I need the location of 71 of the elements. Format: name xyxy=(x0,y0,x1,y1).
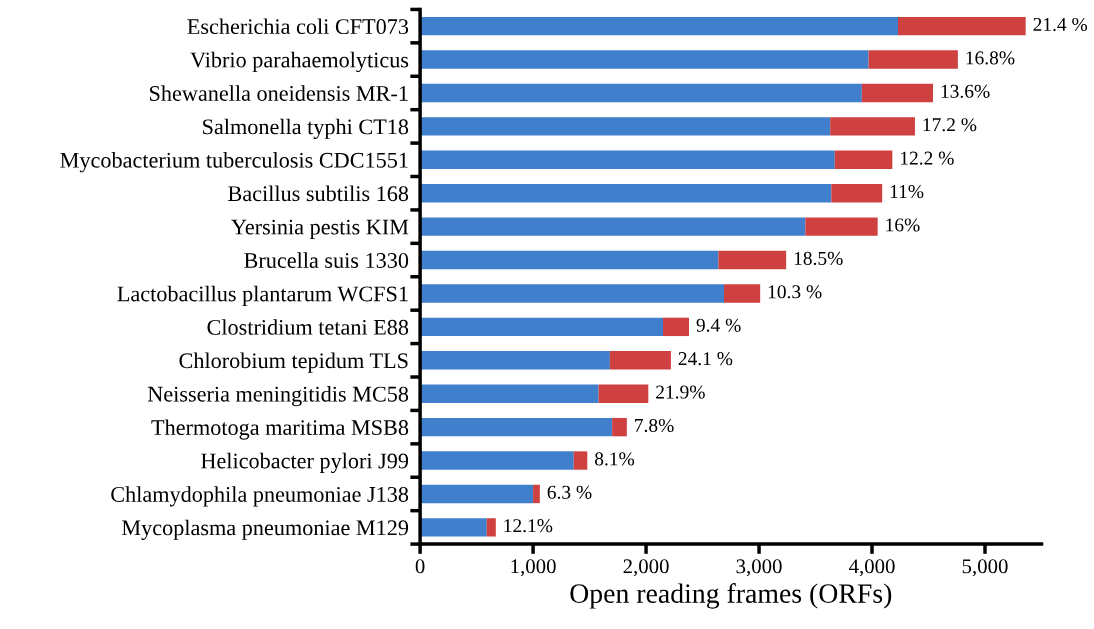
y-tick-label: Escherichia coli CFT073 xyxy=(187,18,409,35)
bar xyxy=(609,351,671,370)
annotation: 8.1% xyxy=(594,452,635,466)
y-tick-label: Chlamydophila pneumoniae J138 xyxy=(111,486,409,507)
y-tick-label: Mycobacterium tuberculosis CDC1551 xyxy=(60,152,408,173)
bar xyxy=(718,250,787,270)
y-tick-label: Neisseria meningitidis MC58 xyxy=(147,386,409,407)
annotation: 24.1 % xyxy=(678,352,733,366)
annotation: 9.4 % xyxy=(696,318,741,332)
bar xyxy=(420,518,487,537)
annotation: 13.6% xyxy=(941,84,990,98)
bar xyxy=(533,484,540,504)
bar xyxy=(573,451,588,470)
bar xyxy=(724,284,761,303)
bar xyxy=(612,417,627,437)
bar xyxy=(486,518,496,537)
bar xyxy=(420,50,869,69)
y-tick-label: Shewanella oneidensis MR-1 xyxy=(150,85,408,101)
bar xyxy=(830,117,915,136)
y-tick-label: Helicobacter pylori J99 xyxy=(201,452,409,474)
bar xyxy=(805,217,878,236)
bar xyxy=(420,217,806,236)
annotation: 16.8% xyxy=(966,51,1015,65)
annotation: 12.1% xyxy=(504,519,553,533)
bar xyxy=(420,384,599,403)
y-tick-label: Lactobacillus plantarum WCFS1 xyxy=(117,285,408,306)
y-tick-label: Clostridium tetani E88 xyxy=(207,319,409,335)
bar xyxy=(598,384,649,403)
x-axis-title: Open reading frames (ORFs) xyxy=(570,583,892,609)
y-tick-label: Salmonella typhi CT18 xyxy=(203,118,409,139)
bar xyxy=(420,484,534,504)
bar xyxy=(420,83,862,103)
bar xyxy=(834,150,893,169)
bar xyxy=(420,150,835,169)
annotation: 21.4 % xyxy=(1033,17,1088,32)
x-tick-label: 2,000 xyxy=(623,559,669,577)
annotation: 12.2 % xyxy=(901,151,954,165)
bar xyxy=(831,184,883,203)
x-tick-label: 1,000 xyxy=(511,559,556,577)
annotation: 6.3 % xyxy=(547,485,592,499)
bar xyxy=(420,184,832,203)
x-tick-label: 4,000 xyxy=(848,559,895,577)
annotation: 16% xyxy=(886,218,920,232)
annotation: 18.5% xyxy=(794,251,843,265)
y-tick-label: Chlorobium tepidum TLS xyxy=(179,352,408,373)
annotation: 17.2 % xyxy=(923,118,977,132)
x-tick-label: 0 xyxy=(415,559,425,574)
bar xyxy=(420,16,898,36)
bar xyxy=(420,351,610,370)
bar xyxy=(420,250,719,270)
y-tick-label: Yersinia pestis KIM xyxy=(231,219,409,240)
annotation: 21.9% xyxy=(656,385,705,399)
y-tick-label: Vibrio parahaemolyticus xyxy=(190,51,409,73)
y-tick-label: Brucella suis 1330 xyxy=(244,252,409,268)
bar xyxy=(420,417,613,437)
bar xyxy=(420,284,725,303)
bar xyxy=(420,117,831,136)
bar xyxy=(861,83,934,103)
bar xyxy=(420,317,663,337)
bar xyxy=(663,317,689,337)
bar xyxy=(420,451,574,470)
annotation: 10.3 % xyxy=(768,285,822,299)
x-tick-label: 5,000 xyxy=(962,559,1008,577)
bar xyxy=(868,50,958,69)
bar xyxy=(898,16,1026,36)
annotation: 7.8% xyxy=(635,418,674,433)
y-tick-label: Mycoplasma pneumoniae M129 xyxy=(122,519,409,540)
y-tick-label: Bacillus subtilis 168 xyxy=(228,185,409,202)
y-tick-label: Thermotoga maritima MSB8 xyxy=(151,419,409,440)
annotation: 11% xyxy=(890,184,924,199)
x-tick-label: 3,000 xyxy=(736,559,782,577)
